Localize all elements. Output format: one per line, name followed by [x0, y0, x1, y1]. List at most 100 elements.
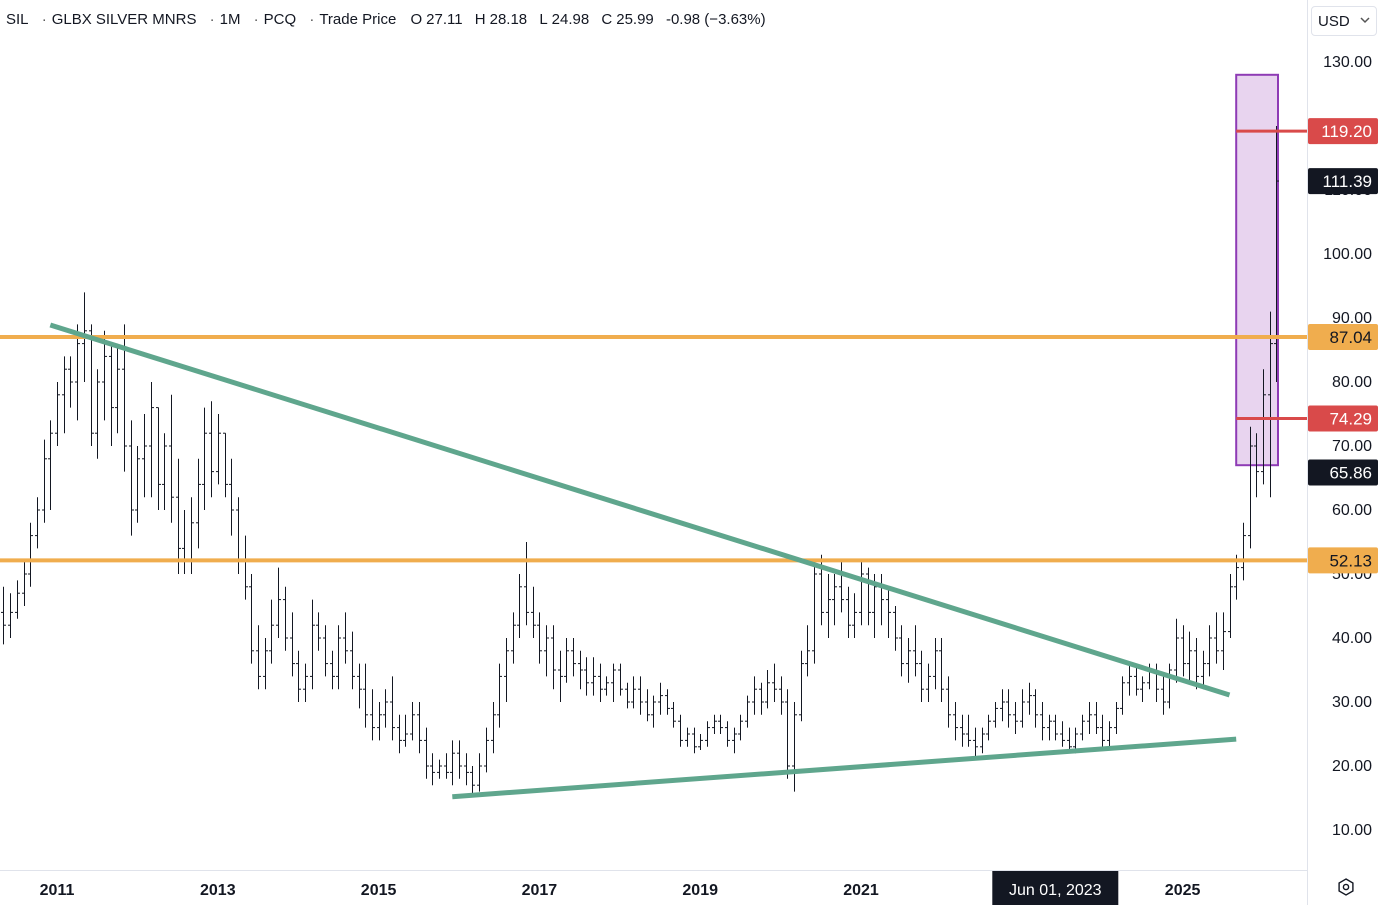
ohlc-bar [826, 574, 831, 638]
ohlc-bar [55, 382, 60, 446]
ohlc-bar [564, 638, 569, 683]
ohlc-bar [537, 612, 542, 664]
separator-dot: · [209, 11, 215, 28]
change-value: -0.98 (−3.63%) [665, 11, 766, 28]
ohlc-bar [759, 682, 764, 715]
currency-select[interactable]: USD [1311, 6, 1377, 36]
ohlc-bar [115, 343, 120, 434]
ohlc-bar [1241, 522, 1246, 581]
ohlc-bar [236, 497, 241, 574]
currency-value: USD [1318, 12, 1350, 30]
symbol-ticker[interactable]: SIL [6, 11, 29, 28]
separator-dot: · [41, 11, 47, 28]
ohlc-bar [1, 586, 6, 645]
ohlc-bar [1100, 714, 1105, 747]
ohlc-bar [437, 759, 442, 779]
ohlc-bar [182, 510, 187, 574]
ohlc-bar [497, 663, 502, 728]
ohlc-bar [450, 740, 455, 786]
ohlc-bar [310, 599, 315, 690]
ohlc-bar [283, 586, 288, 651]
trendline[interactable] [452, 736, 1237, 800]
ohlc-bar [893, 606, 898, 651]
price-axis-label-bg [1308, 459, 1378, 486]
ohlc-bar [1033, 689, 1038, 728]
price-type-label: Trade Price [319, 11, 397, 28]
ohlc-bar [765, 670, 770, 709]
high-value: H 28.18 [474, 11, 528, 28]
horizontal-levels[interactable] [0, 129, 1307, 563]
ohlc-bar [986, 714, 991, 741]
ohlc-bar [1120, 676, 1125, 715]
ohlc-bar [571, 638, 576, 677]
ohlc-bar [229, 458, 234, 536]
ohlc-bar [102, 330, 107, 421]
price-axis-label-level: 52.13 [1308, 547, 1378, 574]
price-axis-tick-label: 90.00 [1332, 310, 1372, 327]
ohlc-bar [15, 580, 20, 619]
ohlc-bar [290, 612, 295, 677]
ohlc-bar [109, 343, 114, 446]
ohlc-bar [933, 638, 938, 690]
separator-dot: · [253, 11, 259, 28]
ohlc-bar [156, 407, 161, 510]
trendline[interactable] [49, 322, 1231, 698]
ohlc-bar [745, 695, 750, 728]
ohlc-bar [651, 695, 656, 728]
time-axis-tick-label: 2013 [200, 882, 236, 899]
ohlc-bar [263, 638, 268, 690]
price-axis-label-text: 87.04 [1329, 328, 1372, 347]
price-axis-label-text: 52.13 [1329, 551, 1372, 570]
ohlc-bar [779, 676, 784, 715]
price-axis-label-text: 74.29 [1329, 410, 1372, 429]
ohlc-bar [1027, 682, 1032, 715]
price-axis-label-bg [1308, 405, 1378, 432]
ohlc-bar [732, 727, 737, 754]
ohlc-bar [397, 714, 402, 754]
ohlc-bar [919, 650, 924, 702]
time-axis[interactable]: 20112013201520172019202120232025Jun 01, … [40, 871, 1201, 905]
ohlc-bar [852, 593, 857, 638]
ohlc-bar [142, 414, 147, 498]
ohlc-bar [196, 458, 201, 549]
ohlc-bar [993, 702, 998, 728]
ohlc-bar [169, 394, 174, 523]
ohlc-bar [1228, 574, 1233, 638]
crosshair-date-label-text: Jun 01, 2023 [1009, 882, 1102, 899]
ohlc-bar [906, 638, 911, 683]
ohlc-bar [859, 561, 864, 626]
price-axis-label-text: 119.20 [1321, 122, 1372, 141]
chart-settings-button[interactable] [1334, 877, 1358, 901]
ohlc-bar [48, 420, 53, 510]
time-axis-tick-label: 2021 [843, 882, 879, 899]
ohlc-bar [296, 650, 301, 702]
ohlc-bar [343, 612, 348, 664]
ohlc-bar [1261, 369, 1266, 485]
ohlc-bar [1087, 702, 1092, 734]
time-axis-tick-label: 2011 [40, 882, 75, 899]
ohlc-bar [75, 324, 80, 421]
price-axis-tick-label: 100.00 [1323, 246, 1372, 263]
ohlc-bar [678, 714, 683, 747]
ohlc-bar [511, 612, 516, 664]
time-axis-tick-label: 2025 [1165, 882, 1201, 899]
price-axis-tick-label: 80.00 [1332, 374, 1372, 391]
ohlc-bar [1140, 676, 1145, 702]
ohlc-bar [1053, 714, 1058, 741]
trendlines[interactable] [49, 322, 1237, 800]
ohlc-bar [330, 650, 335, 690]
ohlc-bar [799, 650, 804, 722]
ohlc-bar [611, 663, 616, 702]
ohlc-bar [216, 414, 221, 485]
ohlc-bar [551, 625, 556, 690]
ohlc-bar [269, 599, 274, 664]
ohlc-bar [209, 401, 214, 498]
price-axis-tick-label: 130.00 [1323, 54, 1372, 71]
range-box[interactable] [1235, 73, 1279, 467]
ohlc-bar [973, 727, 978, 757]
price-axis-tick-label: 30.00 [1332, 694, 1372, 711]
separator-dot: · [309, 11, 315, 28]
ohlc-bar [584, 657, 589, 696]
ohlc-bar [705, 721, 710, 747]
